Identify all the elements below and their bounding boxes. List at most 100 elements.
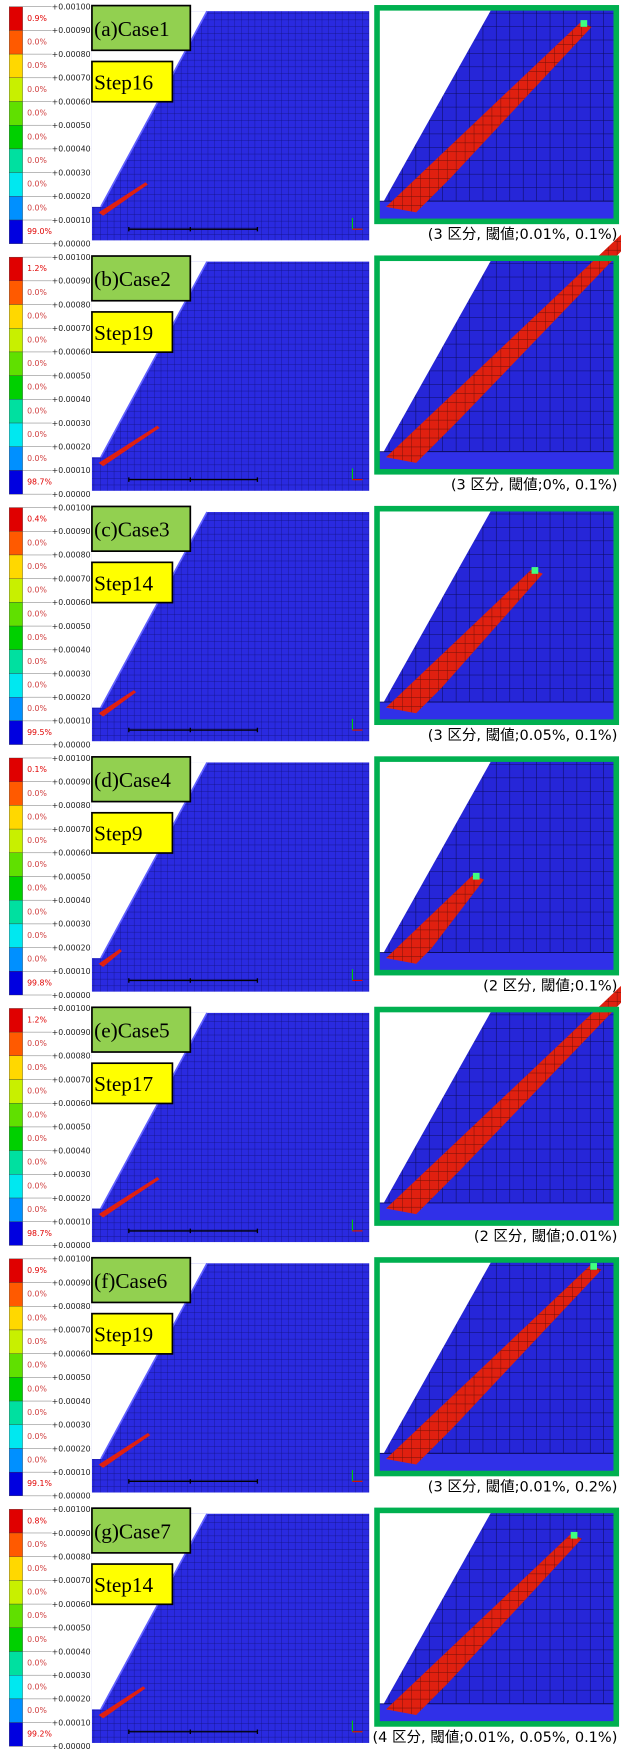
legend-percent: 0.0%	[27, 1361, 47, 1370]
legend-percent: 99.0%	[27, 227, 52, 236]
legend-percent: 99.5%	[27, 728, 52, 737]
legend-percent: 0.0%	[27, 860, 47, 869]
legend-swatch	[9, 531, 22, 555]
legend-swatch	[9, 650, 22, 674]
legend-swatch	[9, 1080, 22, 1104]
inset-caption: (3 区分, 閾値;0%, 0.1%)	[451, 477, 617, 494]
legend-tick-label: +0.00050	[52, 1624, 91, 1633]
legend-percent: 0.0%	[27, 406, 47, 415]
legend-percent: 0.0%	[27, 1587, 47, 1596]
legend-swatch	[9, 1259, 22, 1283]
legend-tick-label: +0.00080	[52, 1052, 91, 1061]
legend-percent: 99.1%	[27, 1479, 52, 1488]
legend-swatch	[9, 971, 22, 995]
legend-swatch	[9, 54, 22, 78]
legend-swatch	[9, 447, 22, 471]
legend-swatch	[9, 1425, 22, 1449]
case-label: (b)Case2	[94, 267, 171, 291]
legend-tick-label: +0.00100	[52, 503, 91, 512]
legend-swatch	[9, 257, 22, 281]
legend-tick-label: +0.00090	[52, 527, 91, 536]
legend-percent: 0.0%	[27, 85, 47, 94]
panel: 0.9%0.0%0.0%0.0%0.0%0.0%0.0%0.0%0.0%99.1…	[9, 1255, 617, 1501]
legend-swatch	[9, 376, 22, 400]
legend-swatch	[9, 1723, 22, 1747]
legend-swatch	[9, 1675, 22, 1699]
legend-tick-label: +0.00010	[52, 466, 91, 475]
legend-tick-label: +0.00030	[52, 419, 91, 428]
legend-tick-label: +0.00080	[52, 801, 91, 810]
panel: 0.9%0.0%0.0%0.0%0.0%0.0%0.0%0.0%0.0%99.0…	[9, 3, 617, 249]
legend-tick-label: +0.00020	[52, 443, 91, 452]
legend-tick-label: +0.00080	[52, 300, 91, 309]
legend-tick-label: +0.00080	[52, 551, 91, 560]
legend-tick-label: +0.00060	[52, 849, 91, 858]
legend-tick-label: +0.00060	[52, 1099, 91, 1108]
legend-tick-label: +0.00070	[52, 1326, 91, 1335]
legend-tick-label: +0.00080	[52, 1302, 91, 1311]
panel: 0.8%0.0%0.0%0.0%0.0%0.0%0.0%0.0%0.0%99.2…	[9, 1505, 617, 1751]
legend-swatch	[9, 125, 22, 149]
legend-swatch	[9, 1651, 22, 1675]
page: 0.9%0.0%0.0%0.0%0.0%0.0%0.0%0.0%0.0%99.0…	[0, 0, 621, 1753]
legend-swatch	[9, 470, 22, 494]
inset-caption: (4 区分, 閾値;0.01%, 0.05%, 0.1%)	[372, 1729, 617, 1746]
legend-percent: 0.1%	[27, 765, 47, 774]
case-label: (f)Case6	[94, 1269, 167, 1293]
legend-percent: 0.0%	[27, 288, 47, 297]
legend-swatch	[9, 948, 22, 972]
legend-tick-label: +0.00000	[52, 240, 91, 249]
legend-percent: 0.0%	[27, 312, 47, 321]
legend-swatch	[9, 1401, 22, 1425]
legend-tick-label: +0.00090	[52, 26, 91, 35]
legend-swatch	[9, 758, 22, 782]
legend-tick-label: +0.00100	[52, 1505, 91, 1514]
legend-tick-label: +0.00010	[52, 216, 91, 225]
legend-swatch	[9, 1699, 22, 1723]
legend-percent: 0.0%	[27, 109, 47, 118]
legend-swatch	[9, 78, 22, 102]
inset-hot-cell	[532, 567, 539, 574]
legend-swatch	[9, 1103, 22, 1127]
legend-percent: 99.8%	[27, 978, 52, 987]
legend-tick-label: +0.00000	[52, 991, 91, 1000]
legend-swatch	[9, 602, 22, 626]
legend-tick-label: +0.00010	[52, 967, 91, 976]
legend-percent: 0.0%	[27, 955, 47, 964]
legend-tick-label: +0.00030	[52, 669, 91, 678]
legend-swatch	[9, 1533, 22, 1557]
legend-percent: 0.0%	[27, 1611, 47, 1620]
legend-tick-label: +0.00100	[52, 1255, 91, 1264]
legend-percent: 0.0%	[27, 1039, 47, 1048]
legend-swatch	[9, 924, 22, 948]
legend-tick-label: +0.00060	[52, 97, 91, 106]
legend-tick-label: +0.00000	[52, 1241, 91, 1250]
legend-swatch	[9, 1509, 22, 1533]
step-label: Step14	[94, 571, 153, 595]
legend-swatch	[9, 1151, 22, 1175]
legend-swatch	[9, 1472, 22, 1496]
panel: 0.4%0.0%0.0%0.0%0.0%0.0%0.0%0.0%0.0%99.5…	[9, 503, 617, 749]
legend-swatch	[9, 626, 22, 650]
legend-percent: 0.0%	[27, 180, 47, 189]
legend-tick-label: +0.00060	[52, 1349, 91, 1358]
legend-percent: 0.0%	[27, 789, 47, 798]
legend-percent: 0.0%	[27, 1540, 47, 1549]
legend-percent: 0.0%	[27, 1564, 47, 1573]
case-label: (d)Case4	[94, 768, 171, 792]
legend-tick-label: +0.00000	[52, 740, 91, 749]
legend-percent: 0.0%	[27, 633, 47, 642]
panel: 1.2%0.0%0.0%0.0%0.0%0.0%0.0%0.0%0.0%98.7…	[9, 224, 621, 499]
step-label: Step19	[94, 321, 153, 345]
legend-swatch	[9, 721, 22, 745]
legend-tick-label: +0.00060	[52, 1600, 91, 1609]
inset-caption: (2 区分, 閾値;0.1%)	[483, 978, 617, 995]
legend-percent: 0.0%	[27, 335, 47, 344]
legend-swatch	[9, 782, 22, 806]
legend-swatch	[9, 1306, 22, 1330]
legend-percent: 0.0%	[27, 1659, 47, 1668]
panel: 0.1%0.0%0.0%0.0%0.0%0.0%0.0%0.0%0.0%99.8…	[9, 754, 617, 1000]
legend-percent: 1.2%	[27, 1016, 47, 1025]
legend-tick-label: +0.00070	[52, 1576, 91, 1585]
legend-tick-label: +0.00040	[52, 896, 91, 905]
